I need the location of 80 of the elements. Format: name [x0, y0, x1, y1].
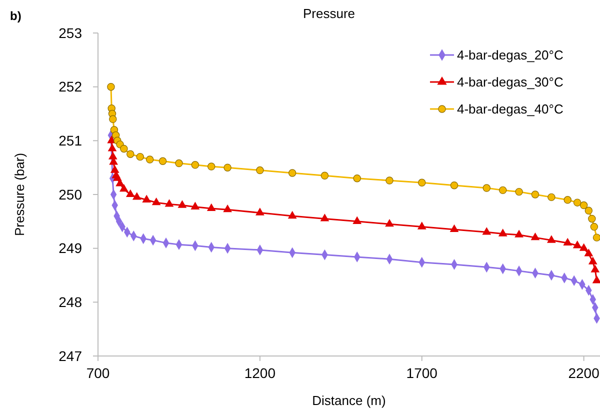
point	[588, 256, 598, 264]
point	[108, 144, 117, 152]
point	[482, 227, 492, 235]
point	[152, 197, 161, 206]
x-tick-label: 2200	[568, 365, 600, 381]
point	[590, 264, 600, 272]
legend-label: 4-bar-degas_20°C	[457, 48, 564, 63]
point	[352, 216, 362, 224]
point	[178, 200, 187, 208]
point	[580, 201, 588, 210]
point	[498, 186, 507, 194]
point	[256, 166, 264, 174]
point	[190, 202, 200, 210]
point	[592, 276, 600, 284]
point	[107, 82, 115, 91]
y-tick-label: 249	[58, 240, 82, 256]
point	[385, 218, 394, 227]
point	[288, 210, 297, 219]
point	[531, 190, 540, 198]
point	[514, 230, 524, 238]
point	[175, 159, 183, 168]
legend-label: 4-bar-degas_30°C	[457, 74, 564, 90]
point	[223, 204, 232, 212]
point	[353, 174, 361, 182]
point	[132, 192, 142, 200]
point	[450, 181, 458, 190]
point	[590, 222, 598, 231]
point	[109, 115, 117, 123]
point	[498, 228, 508, 236]
point	[482, 184, 491, 192]
point	[573, 198, 582, 206]
point	[418, 178, 426, 187]
point	[191, 161, 200, 169]
point	[592, 234, 600, 242]
legend-label: 4-bar-degas_40°C	[457, 102, 564, 117]
point	[142, 194, 152, 202]
point	[588, 214, 596, 223]
point	[320, 172, 329, 180]
point	[108, 152, 118, 160]
point	[320, 214, 330, 222]
y-axis-title: Pressure (bar)	[12, 152, 27, 236]
point	[113, 173, 122, 181]
point	[579, 243, 588, 251]
point	[450, 224, 459, 232]
point	[417, 222, 426, 230]
point	[136, 152, 144, 161]
point	[120, 144, 128, 153]
point	[546, 235, 556, 243]
point	[564, 196, 572, 204]
point	[224, 164, 232, 172]
point	[563, 238, 572, 246]
point	[256, 208, 264, 216]
point	[288, 169, 296, 177]
point	[572, 240, 582, 248]
text: b)	[10, 9, 22, 23]
point	[126, 150, 134, 158]
point	[158, 157, 167, 165]
y-tick-label: 252	[58, 78, 82, 95]
x-tick-label: 1200	[244, 365, 276, 381]
chart-title: Pressure	[302, 6, 356, 21]
point	[206, 203, 216, 212]
point	[584, 206, 593, 215]
point	[119, 184, 128, 192]
point	[584, 248, 594, 256]
x-axis-title: Distance (m)	[312, 393, 386, 408]
x-tick-label: 1700	[406, 365, 438, 381]
point	[126, 189, 135, 198]
point	[548, 193, 556, 202]
y-tick-label: 247	[58, 348, 82, 364]
point	[164, 199, 174, 207]
y-tick-label: 250	[58, 186, 82, 202]
x-tick-label: 700	[86, 365, 110, 381]
point	[530, 232, 540, 240]
point	[146, 156, 154, 164]
y-tick-label: 251	[58, 132, 82, 149]
point	[515, 188, 523, 196]
point	[207, 162, 216, 170]
y-tick-label: 248	[58, 294, 82, 310]
y-tick-label: 253	[58, 24, 82, 41]
point	[386, 176, 394, 184]
